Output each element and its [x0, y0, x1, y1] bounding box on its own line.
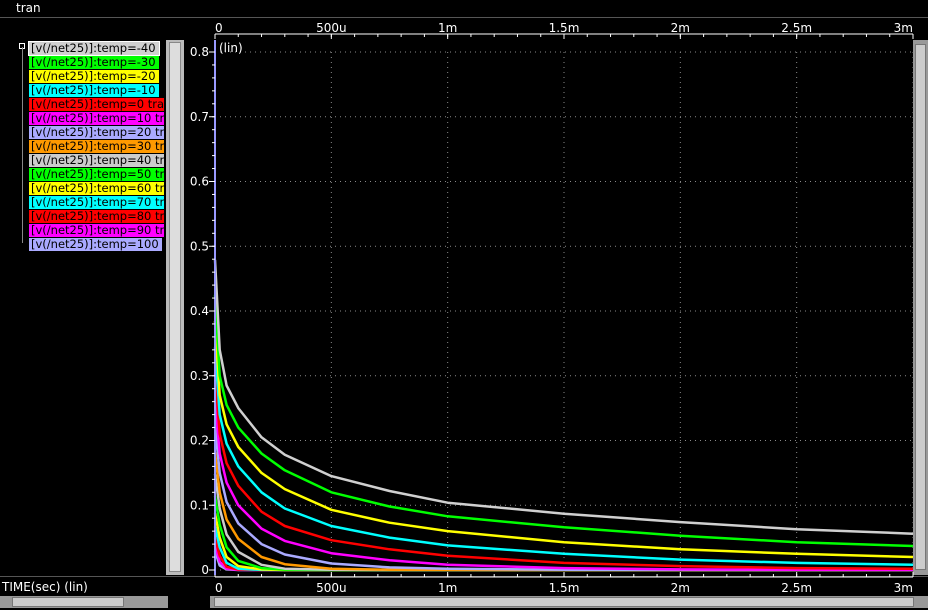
x-tick-label-bottom: 2m	[671, 581, 690, 595]
legend: [v(/net25)]:temp=-40 [v(/net25)]:temp=-30…	[18, 40, 168, 580]
grid	[214, 51, 914, 571]
plot-hscrollbar-thumb[interactable]	[214, 597, 914, 607]
y-tick-label: 0.4	[190, 304, 209, 318]
x-tick-label-top: 1m	[438, 21, 457, 35]
legend-tree-line	[22, 47, 23, 243]
y-tick-label: 0.6	[190, 175, 209, 189]
series-line[interactable]	[213, 347, 914, 567]
series-line[interactable]	[213, 373, 914, 570]
y-tick-label: 0.3	[190, 369, 209, 383]
x-tick-label-top: 0	[215, 21, 223, 35]
y-tick-label: 0.8	[190, 45, 209, 59]
x-tick-label-bottom: 1m	[438, 581, 457, 595]
x-tick-label-bottom: 1.5m	[549, 581, 580, 595]
x-tick-label-bottom: 500u	[316, 581, 347, 595]
x-tick-label-bottom: 2.5m	[781, 581, 812, 595]
legend-item[interactable]: [v(/net25)]:temp=10 tr	[29, 112, 164, 125]
legend-item[interactable]: [v(/net25)]:temp=80 tr	[29, 210, 164, 223]
legend-item[interactable]: [v(/net25)]:temp=50 tr	[29, 168, 164, 181]
y-tick-label: 0.1	[190, 498, 209, 512]
x-axis-title: TIME(sec) (lin)	[2, 580, 88, 594]
legend-item[interactable]: [v(/net25)]:temp=70 tr	[29, 196, 164, 209]
x-tick-label-top: 2.5m	[781, 21, 812, 35]
legend-item[interactable]: [v(/net25)]:temp=-10	[29, 84, 159, 97]
legend-item[interactable]: [v(/net25)]:temp=100	[29, 238, 162, 251]
y-tick-label: 0.7	[190, 110, 209, 124]
legend-item[interactable]: [v(/net25)]:temp=30 tr	[29, 140, 164, 153]
x-tick-label-top: 500u	[316, 21, 347, 35]
legend-item[interactable]: [v(/net25)]:temp=20 tr	[29, 126, 164, 139]
legend-item[interactable]: [v(/net25)]:temp=-20	[29, 70, 159, 83]
legend-item[interactable]: [v(/net25)]:temp=-30	[29, 56, 159, 69]
y-tick-label: 0.5	[190, 239, 209, 253]
series-line[interactable]	[213, 294, 914, 548]
legend-splitter-thumb[interactable]	[169, 42, 181, 572]
legend-item[interactable]: [v(/net25)]:temp=0 tra	[29, 98, 164, 111]
series-line[interactable]	[213, 259, 914, 535]
x-tick-label-top: 1.5m	[549, 21, 580, 35]
x-tick-label-bottom: 0	[215, 581, 223, 595]
x-tick-label-top: 3m	[894, 21, 913, 35]
title-divider	[0, 17, 928, 18]
y-scale-label: (lin)	[219, 41, 243, 55]
legend-item[interactable]: [v(/net25)]:temp=-40	[28, 41, 160, 56]
x-tick-label-top: 2m	[671, 21, 690, 35]
y-tick-label: 0	[201, 563, 209, 577]
series-line[interactable]	[213, 399, 914, 572]
legend-item[interactable]: [v(/net25)]:temp=60 tr	[29, 182, 164, 195]
window-title: tran	[16, 1, 41, 15]
legend-item[interactable]: [v(/net25)]:temp=90 tr	[29, 224, 164, 237]
axes: 00500u500u1m1m1.5m1.5m2m2m2.5m2.5m3m3m00…	[190, 21, 914, 595]
legend-hscrollbar-thumb[interactable]	[12, 597, 124, 607]
x-tick-label-bottom: 3m	[894, 581, 913, 595]
legend-item[interactable]: [v(/net25)]:temp=40 tr	[29, 154, 164, 167]
vertical-scrollbar-thumb[interactable]	[915, 44, 926, 570]
series-line[interactable]	[213, 320, 914, 559]
y-tick-label: 0.2	[190, 434, 209, 448]
series-layer	[213, 259, 914, 572]
